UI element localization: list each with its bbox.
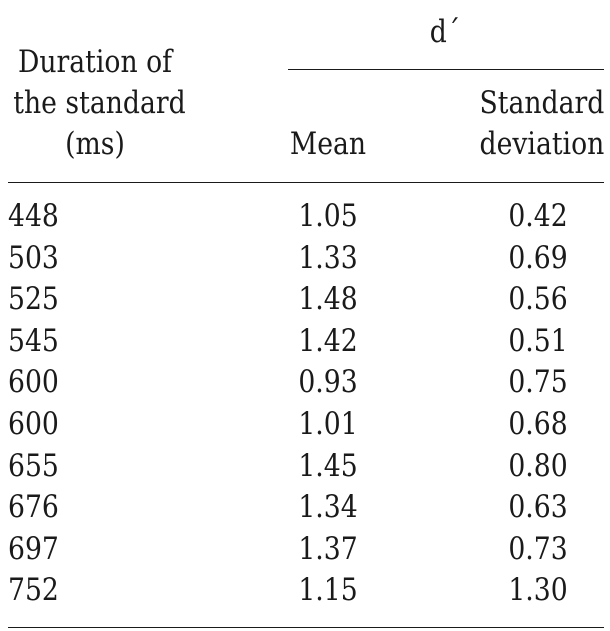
cell-duration: 697 (8, 531, 59, 567)
cell-duration: 525 (8, 281, 59, 317)
header-group-dprime: d´ (429, 14, 461, 50)
cell-sd: 0.75 (508, 364, 568, 400)
cell-mean: 1.34 (298, 489, 358, 525)
cell-mean: 1.37 (298, 531, 358, 567)
cell-mean: 1.15 (298, 572, 358, 608)
bottom-rule (8, 627, 604, 628)
cell-mean: 1.48 (298, 281, 358, 317)
cell-mean: 1.01 (298, 406, 358, 442)
group-rule (288, 69, 604, 70)
cell-duration: 655 (8, 448, 59, 484)
cell-mean: 1.05 (298, 198, 358, 234)
cell-sd: 0.63 (508, 489, 568, 525)
cell-sd: 0.73 (508, 531, 568, 567)
cell-mean: 0.93 (298, 364, 358, 400)
header-duration-line2: the standard (13, 85, 186, 121)
header-sd-line1: Standard (479, 85, 605, 121)
cell-duration: 600 (8, 364, 59, 400)
cell-sd: 0.51 (508, 323, 568, 359)
cell-sd: 0.68 (508, 406, 568, 442)
header-sd-line2: deviation (479, 126, 605, 162)
header-rule (8, 182, 604, 183)
header-duration-line1: Duration of (17, 44, 173, 80)
cell-mean: 1.45 (298, 448, 358, 484)
cell-duration: 752 (8, 572, 59, 608)
cell-sd: 0.56 (508, 281, 568, 317)
cell-duration: 503 (8, 240, 59, 276)
cell-duration: 600 (8, 406, 59, 442)
cell-duration: 676 (8, 489, 59, 525)
cell-mean: 1.42 (298, 323, 358, 359)
cell-sd: 0.69 (508, 240, 568, 276)
cell-sd: 1.30 (508, 572, 568, 608)
header-mean: Mean (289, 126, 367, 162)
header-duration-line3: (ms) (65, 126, 125, 162)
cell-mean: 1.33 (298, 240, 358, 276)
cell-duration: 448 (8, 198, 59, 234)
cell-sd: 0.80 (508, 448, 568, 484)
cell-sd: 0.42 (508, 198, 568, 234)
cell-duration: 545 (8, 323, 59, 359)
